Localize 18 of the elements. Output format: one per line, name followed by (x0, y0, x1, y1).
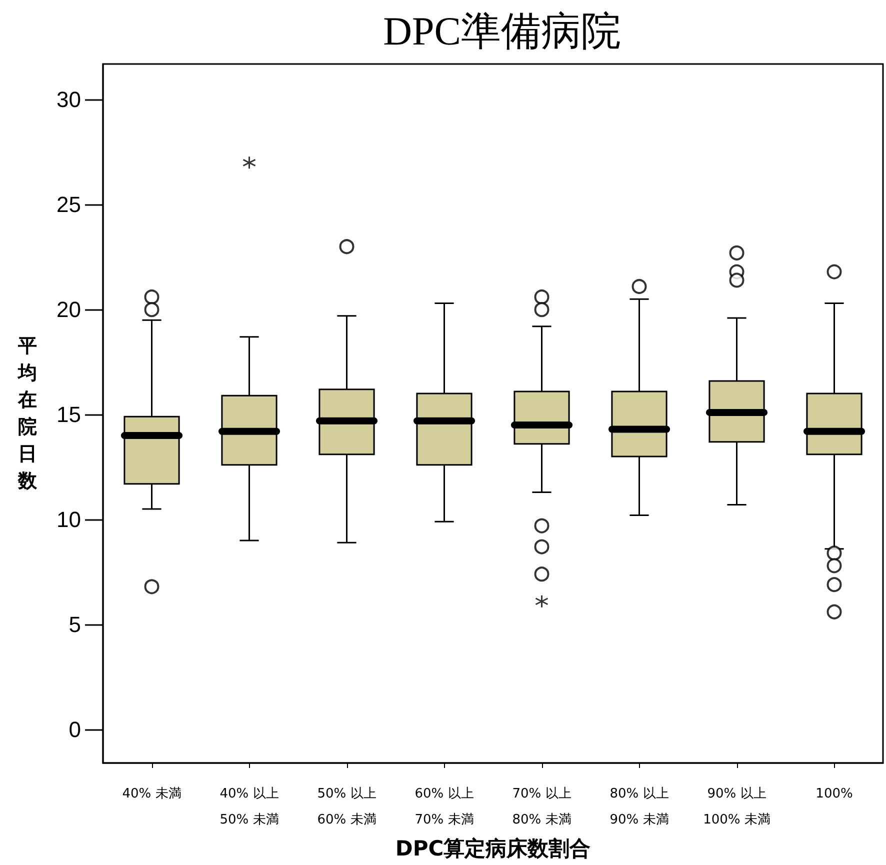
y-tick-label: 0 (68, 716, 81, 742)
x-tick-label: 50% 以上 60% 未満 (317, 786, 376, 828)
y-tick-label: 25 (56, 192, 81, 218)
y-axis-title: 平均在院日数 (17, 335, 38, 492)
y-tick-label: 30 (56, 87, 81, 112)
x-tick-label: 40% 以上 50% 未満 (220, 786, 279, 828)
y-tick-label: 5 (68, 612, 81, 637)
chart-title: DPC準備病院 (383, 8, 621, 54)
x-tick-label: 80% 以上 90% 未満 (610, 786, 669, 828)
x-tick-label: 40% 未満 (122, 786, 182, 802)
y-tick-label: 20 (56, 297, 81, 322)
y-tick-label: 10 (56, 507, 81, 532)
x-tick-label: 70% 以上 80% 未満 (512, 786, 572, 828)
x-tick-label: 100% (816, 786, 853, 802)
x-tick-label: 90% 以上 100% 未満 (703, 786, 770, 828)
y-tick-label: 15 (56, 402, 81, 428)
x-tick-label: 60% 以上 70% 未満 (414, 786, 474, 828)
x-axis-title: DPC算定病床数割合 (395, 836, 591, 860)
